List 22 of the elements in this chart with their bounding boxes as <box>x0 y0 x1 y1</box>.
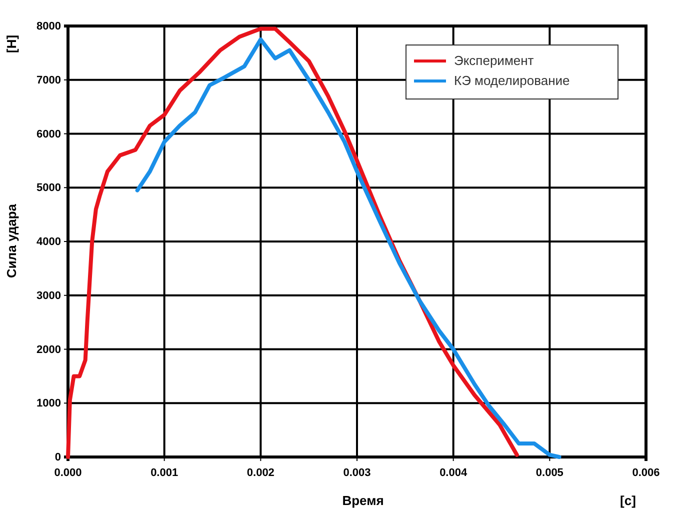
x-tick-label: 0.004 <box>440 467 468 480</box>
y-tick-label: 5000 <box>36 182 61 194</box>
x-tick-label: 0.001 <box>150 467 178 480</box>
y-tick-label: 1000 <box>36 398 61 410</box>
y-axis-title: Сила удара <box>4 203 19 278</box>
legend-label: КЭ моделирование <box>454 73 570 88</box>
y-tick-label: 4000 <box>36 236 61 248</box>
y-tick-label: 6000 <box>36 128 61 140</box>
x-tick-label: 0.005 <box>536 467 564 480</box>
y-tick-label: 2000 <box>36 344 61 356</box>
y-tick-label: 7000 <box>36 74 61 86</box>
y-tick-label: 8000 <box>36 20 61 33</box>
x-tick-label: 0.003 <box>343 467 371 480</box>
y-tick-label: 0 <box>54 452 61 464</box>
x-axis-title: Время <box>342 493 384 508</box>
x-tick-label: 0.006 <box>632 467 660 480</box>
y-tick-label: 3000 <box>36 290 61 302</box>
text: [Н] <box>4 34 19 54</box>
x-tick-label: 0.000 <box>54 467 82 480</box>
legend-label: Эксперимент <box>454 53 534 68</box>
x-tick-label: 0.002 <box>246 467 274 480</box>
text: [с] <box>620 493 636 508</box>
